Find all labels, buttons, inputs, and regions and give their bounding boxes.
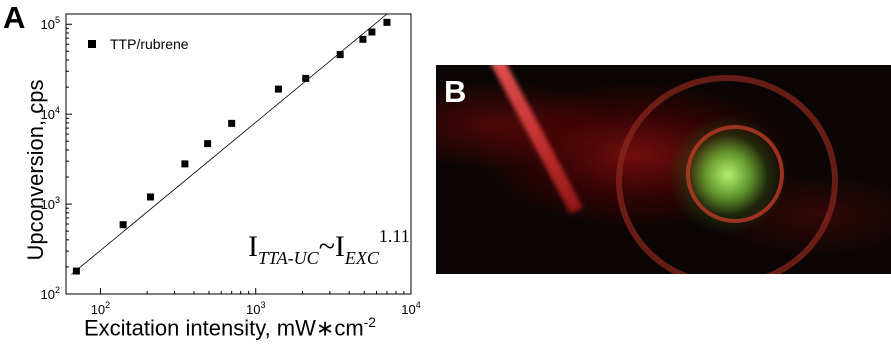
data-point-2 — [146, 193, 154, 201]
fit-line — [71, 13, 388, 275]
photo-panel — [436, 65, 891, 274]
plot-frame — [65, 13, 412, 295]
data-point-9 — [359, 35, 367, 43]
data-point-7 — [302, 74, 310, 82]
x-axis-title-text: Excitation intensity, mW∗cm — [84, 315, 364, 341]
data-point-3 — [181, 160, 189, 168]
formula-sub1: TTA-UC — [258, 248, 319, 268]
data-points — [72, 18, 391, 275]
data-point-8 — [336, 51, 344, 59]
y-tick-label-3: 105 — [41, 15, 60, 32]
sample-ring — [686, 125, 784, 223]
data-point-6 — [274, 85, 282, 93]
formula-i1: I — [248, 230, 258, 263]
legend-marker — [88, 40, 96, 48]
data-point-5 — [228, 119, 236, 127]
laser-beam-glow — [486, 65, 583, 214]
y-axis-title: Upconversion, cps — [23, 79, 48, 261]
data-point-4 — [204, 140, 212, 148]
x-axis-title-sup: -2 — [363, 314, 377, 330]
data-point-11 — [383, 18, 391, 26]
formula-sub2: EXC — [344, 248, 379, 268]
x-ticks: 102 103 104 — [91, 288, 421, 317]
data-point-1 — [119, 221, 127, 229]
power-law-annotation: ITTA-UC~IEXC1.11 — [248, 226, 410, 269]
legend: TTP/rubrene — [88, 36, 189, 52]
formula-sup: 1.11 — [378, 226, 410, 246]
panel-label-a: A — [3, 0, 26, 35]
formula-i2: I — [334, 230, 345, 263]
panel-label-b: B — [444, 74, 467, 109]
mount-ring — [616, 75, 838, 274]
x-axis-title: Excitation intensity, mW∗cm-2 — [84, 314, 376, 341]
x-tick-label-2: 104 — [401, 300, 420, 317]
data-point-10 — [368, 28, 376, 36]
legend-label: TTP/rubrene — [110, 36, 189, 52]
formula-tilde: ~ — [318, 230, 335, 263]
y-tick-label-0: 102 — [41, 285, 60, 302]
data-point-0 — [72, 267, 80, 275]
